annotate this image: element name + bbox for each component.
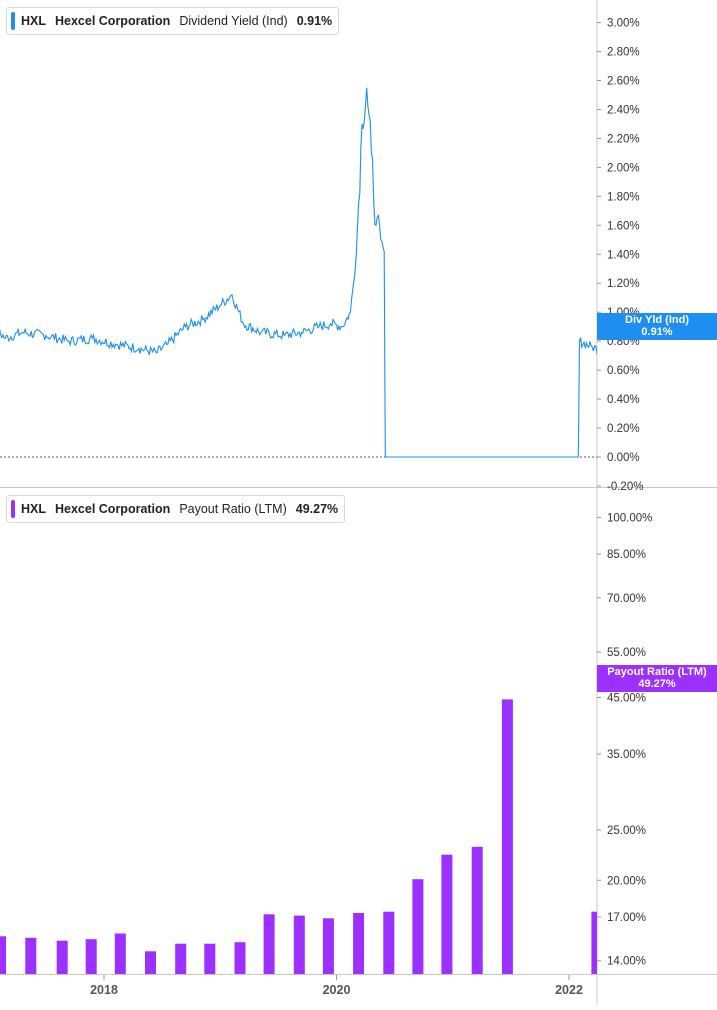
yield-y-tick-label: 3.00%: [607, 18, 640, 30]
payout-legend-metric: Payout Ratio (LTM): [179, 502, 287, 516]
payout-bar: [114, 933, 126, 974]
yield-legend-company: Hexcel Corporation: [55, 14, 171, 28]
payout-legend-value: 49.27%: [295, 502, 339, 516]
payout-legend-ticker: HXL: [21, 502, 46, 516]
payout-y-tick-label: 20.00%: [607, 875, 646, 887]
payout-legend: HXL Hexcel Corporation Payout Ratio (LTM…: [6, 495, 346, 523]
payout-bar: [471, 846, 483, 974]
payout-bar: [353, 913, 365, 974]
payout-y-tick-label: 70.00%: [607, 593, 646, 605]
yield-flag-value: 0.91%: [641, 326, 673, 338]
payout-flag-name: Payout Ratio (LTM): [607, 666, 707, 678]
payout-y-tick-label: 45.00%: [607, 692, 646, 704]
payout-y-tick-label: 55.00%: [607, 647, 646, 659]
payout-bar: [263, 914, 275, 974]
payout-bar: [501, 699, 513, 974]
yield-series-line: [0, 87, 597, 458]
payout-legend-swatch: [11, 500, 15, 518]
payout-legend-company: Hexcel Corporation: [55, 502, 171, 516]
yield-y-tick-label: 1.80%: [607, 191, 640, 203]
yield-y-tick-label: 0.00%: [607, 452, 640, 464]
payout-y-tick-label: 14.00%: [607, 956, 646, 968]
payout-bar: [681, 808, 692, 974]
payout-y-tick-label: 25.00%: [607, 825, 646, 837]
yield-y-tick-label: 2.80%: [607, 47, 640, 59]
payout-bars: [0, 699, 717, 974]
yield-legend: HXL Hexcel Corporation Dividend Yield (I…: [6, 7, 340, 35]
yield-legend-metric: Dividend Yield (Ind): [179, 14, 288, 28]
yield-flag-name: Div Yld (Ind): [625, 314, 689, 326]
x-axis-tick-label: 2018: [90, 983, 118, 997]
payout-bar: [56, 940, 68, 974]
payout-bar: [0, 936, 6, 974]
x-axis-tick-label: 2020: [323, 983, 351, 997]
payout-bar: [25, 937, 37, 974]
yield-y-tick-label: 1.60%: [607, 220, 640, 232]
payout-bar: [175, 943, 187, 974]
payout-y-tick-label: 100.00%: [607, 512, 652, 524]
yield-y-tick-label: 2.40%: [607, 104, 640, 116]
yield-y-tick-label: -0.20%: [607, 481, 643, 493]
yield-y-tick-label: 1.40%: [607, 249, 640, 261]
yield-legend-swatch: [11, 12, 15, 30]
x-axis-tick-label: 2022: [555, 983, 583, 997]
payout-bar: [145, 951, 156, 974]
payout-bar: [441, 854, 453, 974]
payout-bar: [204, 943, 216, 974]
yield-y-tick-label: 0.20%: [607, 423, 640, 435]
yield-legend-value: 0.91%: [296, 14, 333, 28]
yield-legend-ticker: HXL: [21, 14, 46, 28]
yield-y-tick-label: 0.60%: [607, 365, 640, 377]
yield-y-tick-label: 1.20%: [607, 278, 640, 290]
yield-y-tick-label: 2.60%: [607, 76, 640, 88]
payout-bar: [412, 879, 424, 974]
payout-y-tick-label: 35.00%: [607, 749, 646, 761]
yield-y-tick-label: 2.00%: [607, 162, 640, 174]
yield-y-tick-label: 2.20%: [607, 133, 640, 145]
payout-bar: [591, 911, 597, 974]
payout-flag-value: 49.27%: [638, 678, 676, 690]
payout-bar: [383, 911, 395, 974]
payout-y-tick-label: 85.00%: [607, 549, 646, 561]
payout-bar: [234, 942, 246, 974]
payout-bar: [293, 915, 305, 974]
payout-bar: [710, 841, 717, 974]
payout-bar: [322, 918, 334, 974]
payout-y-tick-label: 17.00%: [607, 912, 646, 924]
yield-y-tick-label: 0.40%: [607, 394, 640, 406]
payout-bar: [85, 939, 97, 974]
yield-value-flag: Div Yld (Ind) 0.91%: [597, 313, 717, 340]
payout-bar: [651, 844, 662, 974]
payout-value-flag: Payout Ratio (LTM) 49.27%: [597, 665, 717, 692]
